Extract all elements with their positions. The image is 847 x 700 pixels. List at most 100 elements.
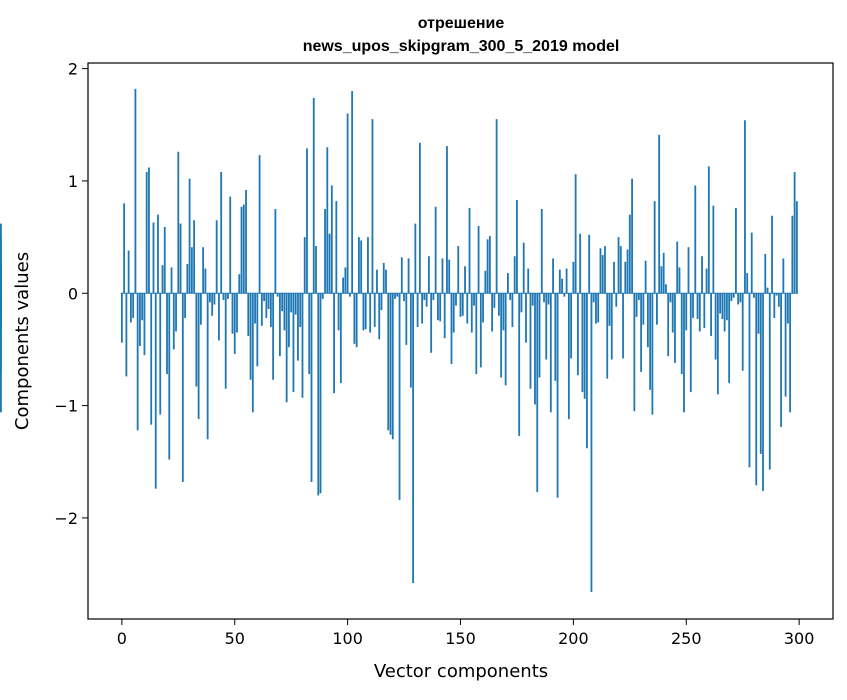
bar-138 xyxy=(432,293,435,300)
y-tick-label: 2 xyxy=(68,60,78,79)
bar-159 xyxy=(479,293,482,368)
bar-268 xyxy=(725,293,728,321)
bar-73 xyxy=(285,293,288,403)
bar-290 xyxy=(775,293,778,296)
bar-259 xyxy=(705,268,708,294)
bar-227 xyxy=(633,293,636,412)
bar-134 xyxy=(423,293,426,300)
x-tick-label: 250 xyxy=(671,629,702,648)
bar-16 xyxy=(157,214,159,294)
bar-277 xyxy=(746,273,749,294)
bar-undefined xyxy=(0,293,2,311)
x-axis-label: Vector components xyxy=(374,661,548,682)
bar-186 xyxy=(540,209,543,294)
bar-83 xyxy=(308,293,311,375)
bar-166 xyxy=(495,119,498,294)
bar-29 xyxy=(186,264,189,294)
bar-267 xyxy=(723,293,726,332)
bar-121 xyxy=(394,293,396,299)
bar-260 xyxy=(707,166,710,294)
bar-54 xyxy=(242,204,245,294)
bar-205 xyxy=(583,293,586,399)
bar-285 xyxy=(764,253,767,294)
bar-265 xyxy=(719,293,722,314)
bar-229 xyxy=(637,293,640,300)
bar-191 xyxy=(552,258,554,294)
bar-58 xyxy=(251,293,254,413)
bar-269 xyxy=(728,293,731,384)
bar-244 xyxy=(671,293,674,333)
bar-100 xyxy=(346,113,349,294)
chart-title-line-2: news_upos_skipgram_300_5_2019 model xyxy=(303,38,620,55)
bar-64 xyxy=(265,293,268,318)
bar-212 xyxy=(599,248,602,294)
x-tick-label: 150 xyxy=(445,629,476,648)
bar-86 xyxy=(315,246,317,294)
bar-254 xyxy=(694,185,697,294)
bar-240 xyxy=(662,252,665,294)
bar-84 xyxy=(310,293,313,482)
bar-82 xyxy=(306,148,308,294)
bar-109 xyxy=(367,237,369,294)
bar-164 xyxy=(491,293,494,332)
bar-105 xyxy=(358,237,360,294)
bar-228 xyxy=(635,293,638,317)
bar-208 xyxy=(590,293,593,593)
bar-45 xyxy=(222,293,225,300)
bar-141 xyxy=(439,293,442,322)
bar-32 xyxy=(193,220,196,294)
bar-17 xyxy=(159,293,162,415)
bar-219 xyxy=(615,293,618,307)
bar-199 xyxy=(570,293,573,359)
bar-76 xyxy=(292,293,295,393)
bar-258 xyxy=(703,293,706,329)
bar-273 xyxy=(737,293,740,305)
bar-220 xyxy=(617,237,620,294)
bar-95 xyxy=(335,201,338,294)
bar-132 xyxy=(418,142,421,294)
bar-151 xyxy=(461,293,464,316)
bar-57 xyxy=(249,293,252,380)
bar-62 xyxy=(260,293,263,326)
bar-85 xyxy=(312,97,315,294)
x-tick-label: 0 xyxy=(117,629,127,648)
bar-213 xyxy=(601,255,604,294)
bar-75 xyxy=(290,293,293,313)
bar-172 xyxy=(509,293,512,300)
bar-20 xyxy=(166,293,168,375)
y-axis-ticks: −2 −1 0 1 2 xyxy=(54,60,88,528)
bar-94 xyxy=(333,293,335,394)
y-tick-label: −2 xyxy=(54,509,78,528)
bar-34 xyxy=(197,293,200,420)
bar-188 xyxy=(545,293,548,360)
bar-122 xyxy=(396,293,399,297)
bar-66 xyxy=(269,293,272,327)
bar-291 xyxy=(777,293,780,307)
bar-281 xyxy=(755,293,758,486)
bar-252 xyxy=(689,293,692,393)
bar-171 xyxy=(507,273,509,294)
bar-222 xyxy=(622,293,624,359)
bar-282 xyxy=(757,293,760,334)
bar-127 xyxy=(407,258,410,294)
bar-14 xyxy=(152,222,155,294)
bar-39 xyxy=(209,293,211,303)
bar-293 xyxy=(782,258,785,294)
bar-60 xyxy=(256,293,259,367)
bar-25 xyxy=(177,151,180,294)
bar-185 xyxy=(538,293,541,378)
bar-30 xyxy=(188,178,191,294)
y-axis-label: Components values xyxy=(12,252,33,430)
bar-68 xyxy=(274,209,277,294)
bar-1 xyxy=(123,203,126,294)
bar-150 xyxy=(459,293,462,317)
bar-251 xyxy=(687,247,690,294)
bar-295 xyxy=(786,293,789,324)
bar-89 xyxy=(321,293,324,299)
bar-59 xyxy=(254,293,256,324)
bar-245 xyxy=(674,293,676,363)
bar-135 xyxy=(425,293,428,307)
bar-177 xyxy=(520,293,523,313)
bar-31 xyxy=(190,247,193,294)
